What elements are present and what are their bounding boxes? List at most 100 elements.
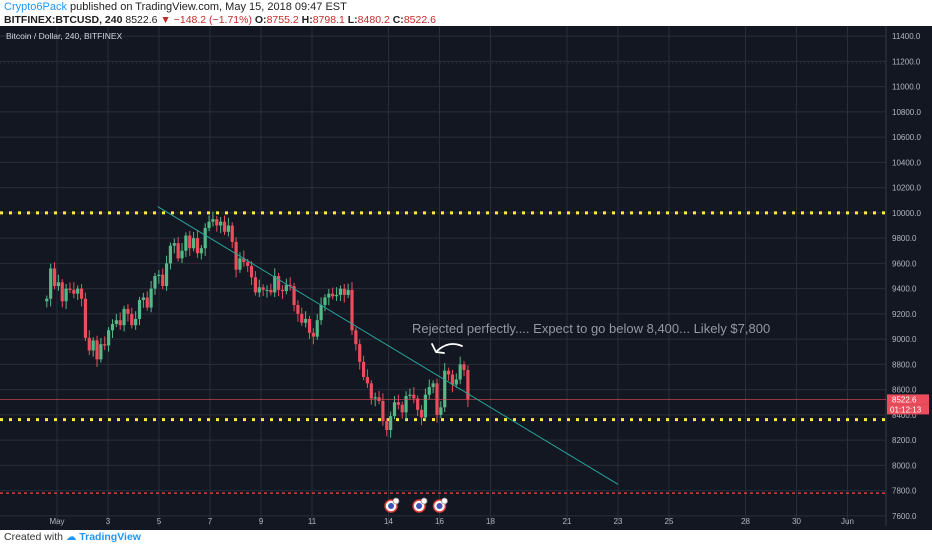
candle [358,339,362,370]
candle [273,268,277,298]
candle-body [373,397,377,399]
candle-body [300,313,304,323]
candle-body [392,402,397,417]
candle [412,386,416,404]
y-tick-label: 10200.0 [892,184,921,193]
candle-body [107,330,111,346]
chart-title: Bitcoin / Dollar, 240, BITFINEX [6,31,123,41]
candle [269,283,273,296]
candle [315,314,319,340]
event-flag-dot [416,503,423,509]
candle [466,365,470,408]
candle [431,380,435,394]
candle-body [79,288,84,299]
candle-body [211,219,215,222]
candle-body [188,235,192,249]
candle [257,279,261,298]
candle-body [311,332,315,337]
candle-body [137,299,142,319]
candle [408,388,412,400]
candle [91,337,95,357]
countdown-tag-bg [887,404,929,415]
candle [79,283,84,307]
candle-body [408,394,412,396]
event-count-badge [441,497,448,505]
x-tick-label: 21 [563,517,572,526]
x-tick-label: 25 [665,517,674,526]
candle [296,300,300,322]
symbol-info-bar: BITFINEX:BTCUSD, 240 8522.6 ▼ −148.2 (−1… [4,14,436,26]
candle [157,270,161,284]
candle [52,262,57,290]
candle-body [288,284,292,287]
candle [307,315,312,340]
candle [238,252,242,273]
author-link[interactable]: Crypto6Pack [4,1,67,13]
candle-body [257,287,261,293]
candle-body [439,407,443,415]
candle [153,272,157,295]
candle [172,238,176,254]
candle-body [72,289,76,294]
x-tick-label: 16 [435,517,444,526]
candle-body [400,404,404,413]
publish-info: Crypto6Pack published on TradingView.com… [4,1,347,13]
high-label: H: [301,14,313,26]
candle-body [161,274,165,287]
candle [126,304,130,322]
y-tick-label: 10400.0 [892,158,921,167]
candle-body [215,219,219,226]
x-tick-label: 30 [792,517,801,526]
candle [304,311,308,328]
candle [292,282,296,312]
price-change: −148.2 (−1.71%) [173,14,252,26]
candle-body [52,268,57,287]
candle-body [369,383,373,399]
price-axis-background [886,26,932,526]
y-tick-label: 10000.0 [892,209,921,218]
last-price-tag: 8522.601:12:13 [887,394,929,415]
candle [288,277,292,291]
candle-body [253,277,258,293]
candle-body [261,287,265,290]
candle [342,283,346,303]
candle [361,355,366,381]
low-value: 8480.2 [357,14,390,26]
candle-body [462,364,466,371]
candle-body [103,344,107,346]
candle-body [234,241,238,270]
candle-body [323,297,327,306]
candle-body [230,225,234,242]
low-label: L: [347,14,358,26]
candle-body [404,395,408,413]
y-tick-label: 11400.0 [892,32,921,41]
publish-text: published on TradingView.com, May 15, 20… [70,1,347,13]
candle-body [327,293,331,298]
candle [423,388,427,421]
candle [396,394,400,410]
candle-body [149,288,153,308]
y-tick-label: 10800.0 [892,108,921,117]
chart-annotation: Rejected perfectly.... Expect to go belo… [412,321,770,336]
candle-body [265,289,269,291]
candle-body [95,340,99,360]
candle [365,369,370,388]
candle-body [365,377,370,384]
y-tick-label: 9400.0 [892,285,917,294]
tradingview-brand[interactable]: TradingView [79,531,141,543]
candle-body [331,293,335,297]
candle-body [195,238,200,254]
candle [176,236,180,262]
candle [60,279,64,308]
candle-body [292,286,296,306]
candle-body [199,248,203,254]
candle-body [419,409,424,418]
candle-body [342,288,346,295]
close-label: C: [392,14,404,26]
candle-body [446,370,451,375]
x-tick-label: 18 [486,517,495,526]
price-chart[interactable]: 7600.0 7800.0 8000.0 8200.0 8400.0 8600.0 8800… [0,26,932,530]
candle-body [246,262,250,266]
candle [327,289,331,306]
candle-body [110,323,115,331]
